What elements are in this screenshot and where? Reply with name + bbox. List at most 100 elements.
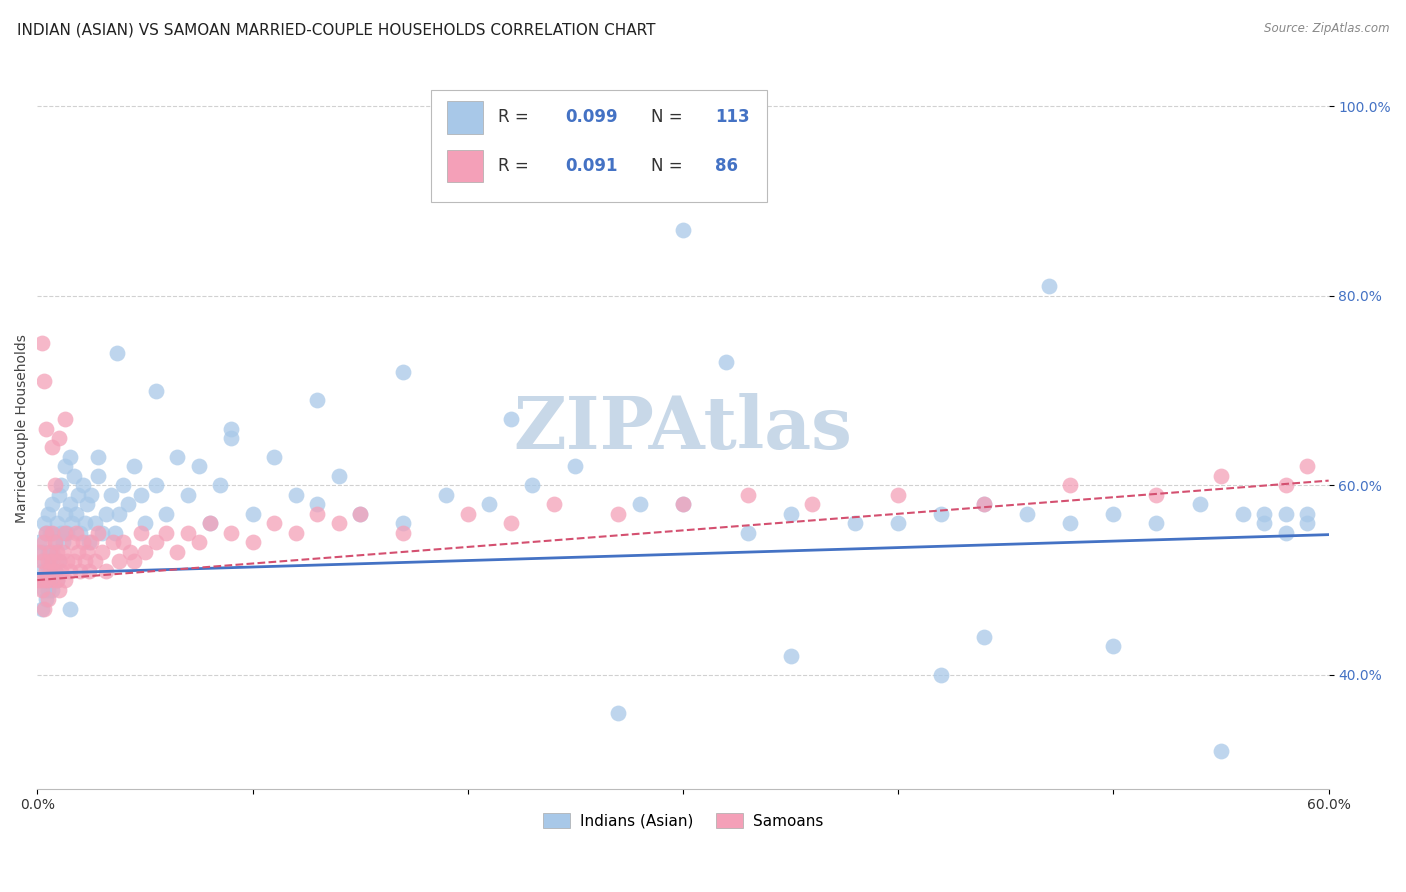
- Point: [1274, 525, 1296, 540]
- Point: [39, 554, 62, 568]
- Point: [105, 345, 128, 359]
- Y-axis label: Married-couple Households: Married-couple Households: [15, 334, 30, 523]
- Point: [35, 573, 58, 587]
- Point: [219, 421, 242, 435]
- Point: [32, 535, 55, 549]
- Point: [1232, 507, 1254, 521]
- Point: [263, 450, 285, 464]
- Point: [32, 601, 55, 615]
- Point: [52, 544, 75, 558]
- Point: [31, 544, 53, 558]
- Point: [48, 554, 70, 568]
- Point: [887, 488, 910, 502]
- Point: [56, 554, 79, 568]
- Point: [929, 668, 952, 682]
- Point: [328, 516, 350, 531]
- Point: [35, 421, 58, 435]
- Point: [77, 535, 100, 549]
- Point: [37, 592, 59, 607]
- Point: [887, 516, 910, 531]
- Text: INDIAN (ASIAN) VS SAMOAN MARRIED-COUPLE HOUSEHOLDS CORRELATION CHART: INDIAN (ASIAN) VS SAMOAN MARRIED-COUPLE …: [17, 22, 655, 37]
- Point: [44, 478, 66, 492]
- Point: [108, 554, 131, 568]
- Point: [145, 535, 167, 549]
- Point: [37, 554, 59, 568]
- Point: [84, 516, 107, 531]
- Point: [28, 573, 51, 587]
- Point: [242, 535, 264, 549]
- Point: [112, 535, 135, 549]
- Point: [28, 544, 51, 558]
- Point: [53, 573, 76, 587]
- Point: [84, 554, 107, 568]
- Text: R =: R =: [498, 157, 534, 175]
- Point: [155, 525, 177, 540]
- Point: [101, 535, 124, 549]
- Point: [1253, 507, 1275, 521]
- Point: [1102, 507, 1125, 521]
- Point: [522, 478, 544, 492]
- Point: [96, 507, 118, 521]
- Point: [32, 374, 55, 388]
- Point: [37, 507, 59, 521]
- Point: [32, 573, 55, 587]
- Point: [49, 478, 72, 492]
- Point: [48, 554, 70, 568]
- Point: [52, 535, 75, 549]
- Point: [284, 525, 307, 540]
- Point: [1017, 507, 1039, 521]
- Point: [63, 469, 86, 483]
- Point: [59, 601, 82, 615]
- Point: [307, 507, 329, 521]
- Point: [198, 516, 221, 531]
- Point: [737, 488, 759, 502]
- Point: [457, 507, 479, 521]
- Point: [219, 525, 242, 540]
- Point: [31, 582, 53, 597]
- Point: [134, 544, 156, 558]
- Point: [39, 573, 62, 587]
- Point: [41, 525, 63, 540]
- Point: [307, 497, 329, 511]
- Point: [28, 573, 51, 587]
- Text: R =: R =: [498, 109, 534, 127]
- Point: [392, 516, 415, 531]
- Point: [31, 554, 53, 568]
- Point: [90, 525, 112, 540]
- Point: [129, 488, 152, 502]
- Point: [499, 412, 522, 426]
- Point: [973, 630, 995, 644]
- Point: [737, 525, 759, 540]
- Point: [76, 497, 98, 511]
- Point: [48, 582, 70, 597]
- Point: [63, 554, 86, 568]
- Point: [31, 601, 53, 615]
- Point: [32, 582, 55, 597]
- Point: [434, 488, 457, 502]
- Point: [69, 564, 91, 578]
- Point: [1059, 478, 1081, 492]
- Point: [1296, 516, 1319, 531]
- Point: [349, 507, 371, 521]
- Point: [44, 535, 66, 549]
- Point: [166, 544, 188, 558]
- Point: [32, 516, 55, 531]
- Point: [714, 355, 737, 369]
- Point: [80, 535, 103, 549]
- Point: [35, 525, 58, 540]
- Text: 0.091: 0.091: [565, 157, 619, 175]
- Point: [187, 535, 209, 549]
- Point: [77, 564, 100, 578]
- Point: [67, 488, 90, 502]
- Point: [1253, 516, 1275, 531]
- Point: [32, 554, 55, 568]
- Point: [49, 564, 72, 578]
- Point: [672, 222, 695, 236]
- Point: [44, 535, 66, 549]
- Point: [53, 459, 76, 474]
- Point: [28, 535, 51, 549]
- Point: [48, 431, 70, 445]
- Point: [45, 544, 67, 558]
- Point: [80, 488, 103, 502]
- Point: [73, 554, 96, 568]
